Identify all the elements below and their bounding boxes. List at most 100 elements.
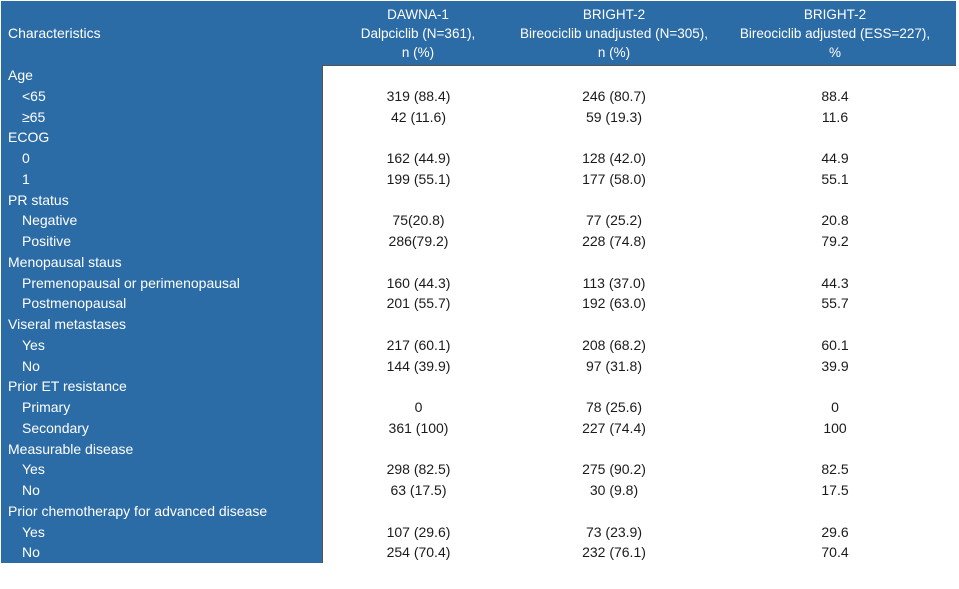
characteristics-table: Characteristics DAWNA-1 Dalpciclib (N=36… [1, 1, 956, 563]
cell-value: 75(20.8) [322, 210, 514, 231]
cell-value: 59 (19.3) [514, 106, 714, 128]
row-label: No [1, 480, 322, 501]
section-header-label: Prior ET resistance [1, 376, 322, 397]
row-label: Positive [1, 231, 322, 252]
cell-value: 128 (42.0) [514, 148, 714, 169]
cell-value: 42 (11.6) [322, 106, 514, 128]
row-label: Postmenopausal [1, 293, 322, 314]
cell-value: 286(79.2) [322, 231, 514, 252]
cell-value [714, 189, 956, 211]
cell-value [322, 314, 514, 335]
cell-value: 77 (25.2) [514, 210, 714, 231]
cell-value: 39.9 [714, 355, 956, 377]
cell-value: 73 (23.9) [514, 521, 714, 543]
cell-value: 0 [714, 397, 956, 418]
cell-value: 319 (88.4) [322, 85, 514, 107]
col-header-line: Dalpciclib (N=361), [360, 25, 476, 41]
cell-value: 63 (17.5) [322, 480, 514, 501]
cell-value [714, 376, 956, 397]
cell-value: 29.6 [714, 521, 956, 543]
cell-value [322, 65, 514, 86]
row-label: Yes [1, 459, 322, 480]
cell-value: 79.2 [714, 231, 956, 252]
cell-value: 97 (31.8) [514, 355, 714, 377]
section-header-label: Viseral metastases [1, 314, 322, 335]
cell-value [514, 376, 714, 397]
cell-value [514, 438, 714, 460]
row-label: ≥65 [1, 106, 322, 128]
cell-value: 60.1 [714, 334, 956, 356]
col-header-line: n (%) [401, 44, 435, 60]
cell-value: 298 (82.5) [322, 459, 514, 480]
section-header-label: ECOG [1, 127, 322, 148]
row-label: Yes [1, 521, 322, 543]
cell-value: 70.4 [714, 542, 956, 563]
cell-value: 113 (37.0) [514, 272, 714, 294]
cell-value: 82.5 [714, 459, 956, 480]
col-header-label: Characteristics [8, 24, 101, 41]
cell-value: 17.5 [714, 480, 956, 501]
cell-value [714, 251, 956, 273]
cell-value: 55.7 [714, 293, 956, 314]
col-header-line: DAWNA-1 [387, 6, 449, 22]
row-label: Negative [1, 210, 322, 231]
row-label: No [1, 355, 322, 377]
cell-value: 246 (80.7) [514, 85, 714, 107]
col-header-bright2-unadjusted: BRIGHT-2 Bireociclib unadjusted (N=305),… [514, 1, 714, 65]
cell-value: 55.1 [714, 168, 956, 190]
cell-value: 107 (29.6) [322, 521, 514, 543]
cell-value: 100 [714, 417, 956, 439]
cell-value: 254 (70.4) [322, 542, 514, 563]
cell-value: 30 (9.8) [514, 480, 714, 501]
cell-value: 199 (55.1) [322, 168, 514, 190]
cell-value [514, 127, 714, 148]
cell-value [322, 438, 514, 460]
cell-value: 78 (25.6) [514, 397, 714, 418]
cell-value: 192 (63.0) [514, 293, 714, 314]
cell-value: 160 (44.3) [322, 272, 514, 294]
cell-value [322, 127, 514, 148]
cell-value: 228 (74.8) [514, 231, 714, 252]
cell-value: 217 (60.1) [322, 334, 514, 356]
cell-value: 162 (44.9) [322, 148, 514, 169]
cell-value [714, 438, 956, 460]
cell-value: 0 [322, 397, 514, 418]
row-label: 1 [1, 168, 322, 190]
col-header-line: BRIGHT-2 [803, 6, 867, 22]
cell-value: 44.3 [714, 272, 956, 294]
col-header-line: Bireociclib adjusted (ESS=227), [739, 25, 931, 41]
cell-value: 44.9 [714, 148, 956, 169]
cell-value [514, 189, 714, 211]
row-label: No [1, 542, 322, 563]
cell-value [514, 251, 714, 273]
cell-value [322, 251, 514, 273]
section-header-label: PR status [1, 189, 322, 211]
row-label: 0 [1, 148, 322, 169]
section-header-label: Menopausal staus [1, 251, 322, 273]
row-label: Primary [1, 397, 322, 418]
cell-value: 144 (39.9) [322, 355, 514, 377]
cell-value: 208 (68.2) [514, 334, 714, 356]
col-header-characteristics: Characteristics [1, 1, 322, 65]
cell-value [714, 500, 956, 522]
cell-value: 11.6 [714, 106, 956, 128]
col-header-dawna1: DAWNA-1 Dalpciclib (N=361), n (%) [322, 1, 514, 65]
col-header-line: n (%) [597, 44, 631, 60]
section-header-label: Prior chemotherapy for advanced disease [1, 500, 322, 522]
row-label: Yes [1, 334, 322, 356]
cell-value [514, 65, 714, 86]
cell-value: 88.4 [714, 85, 956, 107]
cell-value [714, 127, 956, 148]
cell-value: 177 (58.0) [514, 168, 714, 190]
cell-value [714, 314, 956, 335]
row-label: Secondary [1, 417, 322, 439]
col-header-line: % [828, 44, 841, 60]
cell-value: 275 (90.2) [514, 459, 714, 480]
col-header-line: Bireociclib unadjusted (N=305), [520, 25, 708, 41]
cell-value: 361 (100) [322, 417, 514, 439]
row-label: <65 [1, 85, 322, 107]
col-header-bright2-adjusted: BRIGHT-2 Bireociclib adjusted (ESS=227),… [714, 1, 956, 65]
cell-value [514, 314, 714, 335]
cell-value: 20.8 [714, 210, 956, 231]
col-header-line: BRIGHT-2 [582, 6, 646, 22]
